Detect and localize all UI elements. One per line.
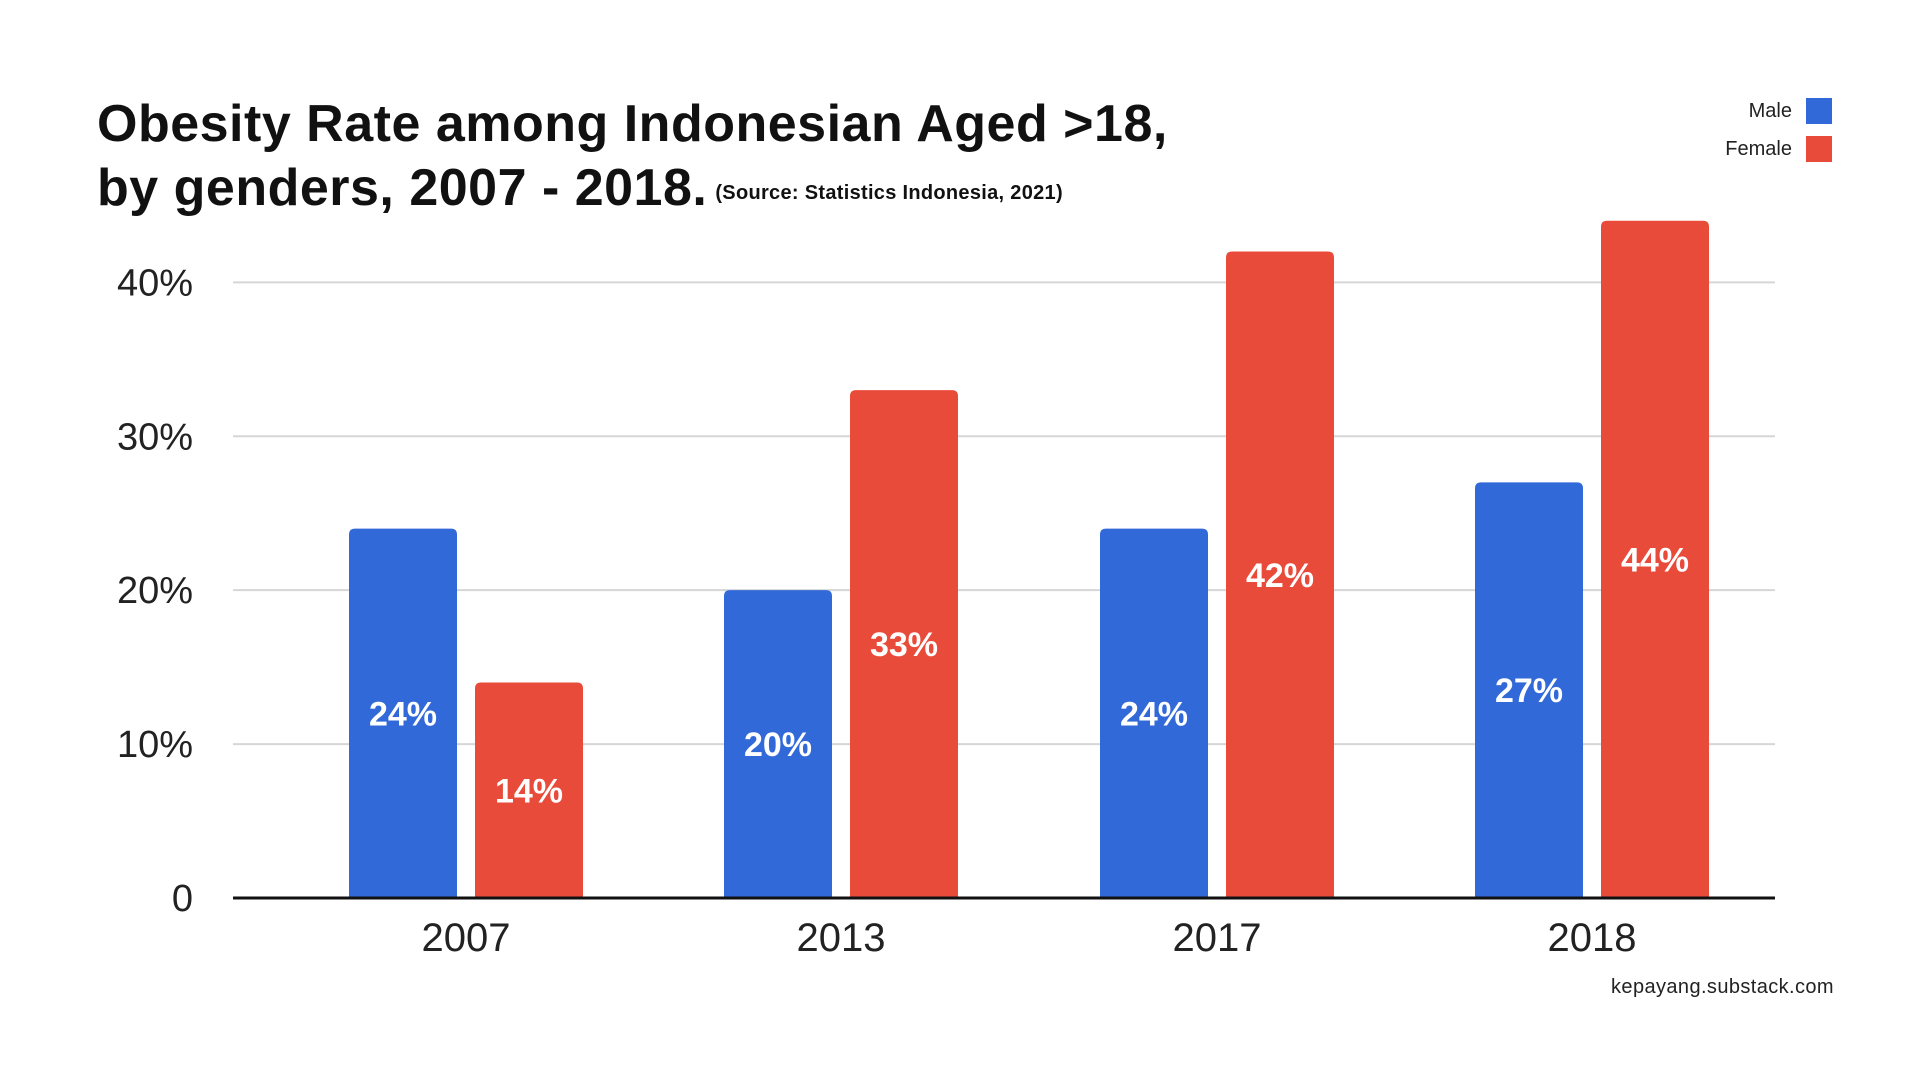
bar-female-2013 [850, 390, 958, 898]
chart-legend: Male Female [1725, 98, 1832, 174]
legend-label-male: Male [1748, 99, 1792, 122]
legend-item-male: Male [1725, 98, 1832, 124]
data-label: 27% [1495, 672, 1563, 710]
data-label: 44% [1621, 541, 1689, 579]
data-label: 14% [495, 772, 563, 810]
y-tick-label: 40% [117, 262, 193, 304]
y-tick-label: 30% [117, 416, 193, 458]
legend-item-female: Female [1725, 136, 1832, 162]
bar-female-2018 [1601, 220, 1709, 898]
legend-swatch-female [1806, 136, 1832, 162]
legend-label-female: Female [1725, 137, 1792, 160]
bar-female-2007 [475, 682, 583, 898]
y-tick-label: 0 [172, 878, 193, 920]
chart-title: Obesity Rate among Indonesian Aged >18, … [97, 92, 1168, 225]
bar-male-2017 [1100, 528, 1208, 898]
data-label: 42% [1246, 557, 1314, 595]
data-label: 20% [744, 726, 812, 764]
x-tick-label: 2018 [1548, 916, 1637, 960]
chart-title-line-1: Obesity Rate among Indonesian Aged >18, [97, 95, 1168, 153]
x-tick-label: 2007 [422, 916, 511, 960]
data-label: 24% [369, 695, 437, 733]
chart-source: (Source: Statistics Indonesia, 2021) [715, 182, 1063, 204]
watermark: kepayang.substack.com [1611, 976, 1834, 998]
y-tick-label: 20% [117, 570, 193, 612]
x-tick-label: 2017 [1173, 916, 1262, 960]
y-tick-label: 10% [117, 724, 193, 766]
bar-male-2018 [1475, 482, 1583, 898]
data-label: 24% [1120, 695, 1188, 733]
chart-title-line-2-text: by genders, 2007 - 2018. [97, 159, 708, 217]
chart-title-line-2: by genders, 2007 - 2018. (Source: Statist… [97, 156, 1168, 225]
bar-male-2013 [724, 590, 832, 898]
x-tick-label: 2013 [797, 916, 886, 960]
bar-male-2007 [349, 528, 457, 898]
data-label: 33% [870, 626, 938, 664]
bar-female-2017 [1226, 251, 1334, 898]
legend-swatch-male [1806, 98, 1832, 124]
